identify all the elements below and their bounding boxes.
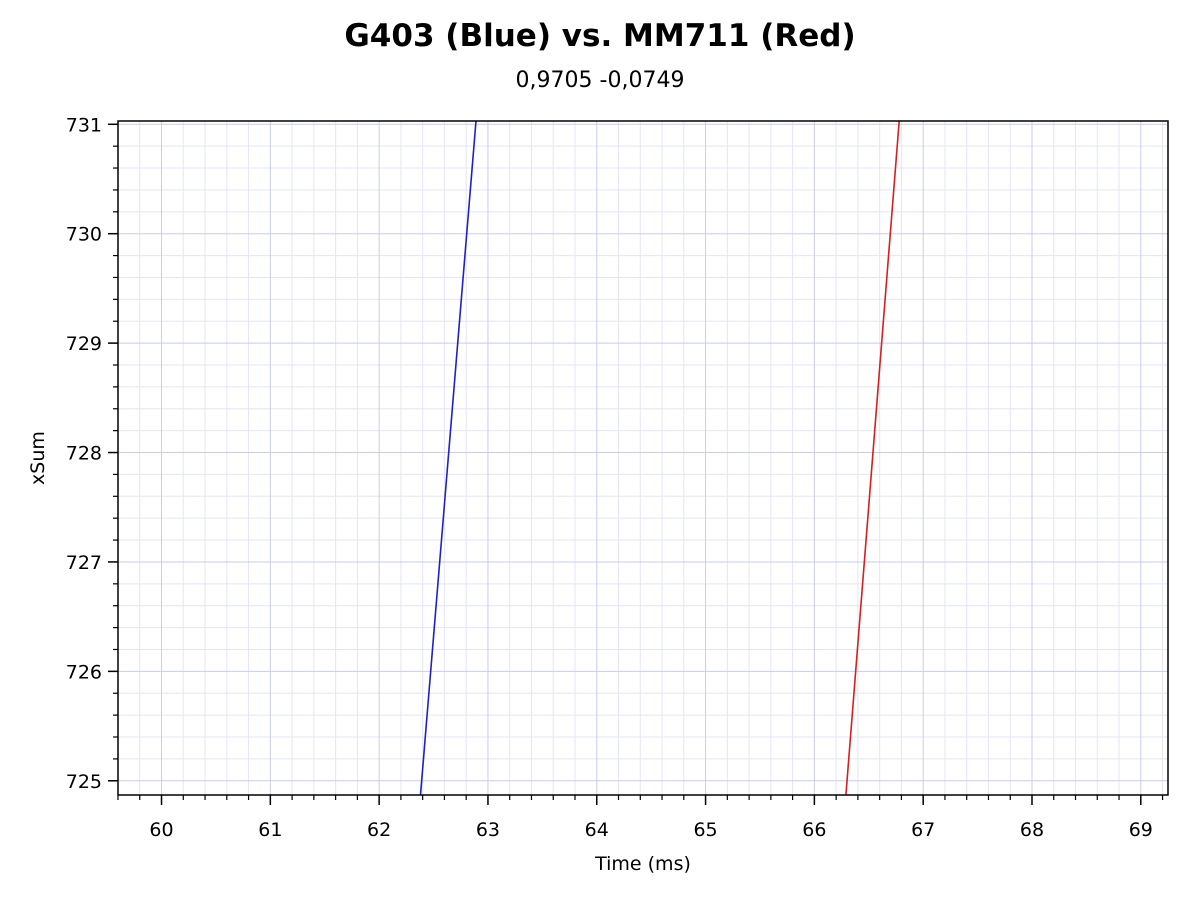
x-tick-label: 63 — [476, 819, 500, 841]
x-tick-label: 65 — [693, 819, 717, 841]
chart-title: G403 (Blue) vs. MM711 (Red) — [344, 18, 856, 54]
grid-major — [118, 121, 1168, 795]
y-axis-label: xSum — [27, 431, 49, 485]
grid-minor — [117, 121, 1168, 795]
y-tick-label: 725 — [66, 771, 102, 793]
chart-subtitle: 0,9705 -0,0749 — [515, 68, 685, 93]
x-tick-label: 67 — [911, 819, 935, 841]
x-tick-label: 69 — [1129, 819, 1153, 841]
y-tick-label: 730 — [66, 224, 102, 246]
x-tick-label: 60 — [149, 819, 173, 841]
x-tick-label: 68 — [1020, 819, 1044, 841]
series-line-1 — [419, 120, 477, 796]
y-tick-label: 727 — [66, 552, 102, 574]
tick-labels: 60 61 62 63 64 65 66 67 68 69 725 726 727 728 729 730 73… — [66, 114, 1153, 841]
x-tick-label: 62 — [367, 819, 391, 841]
series-line-2 — [845, 120, 900, 796]
axis-ticks — [108, 123, 1164, 805]
series-group — [419, 120, 900, 796]
x-axis-label: Time (ms) — [594, 853, 691, 875]
y-tick-label: 728 — [66, 443, 102, 465]
x-tick-label: 66 — [802, 819, 826, 841]
y-tick-label: 726 — [66, 661, 102, 683]
y-tick-label: 729 — [66, 333, 102, 355]
x-tick-label: 64 — [585, 819, 609, 841]
y-tick-label: 731 — [66, 114, 102, 136]
x-tick-label: 61 — [258, 819, 282, 841]
plot-frame — [117, 120, 1169, 796]
